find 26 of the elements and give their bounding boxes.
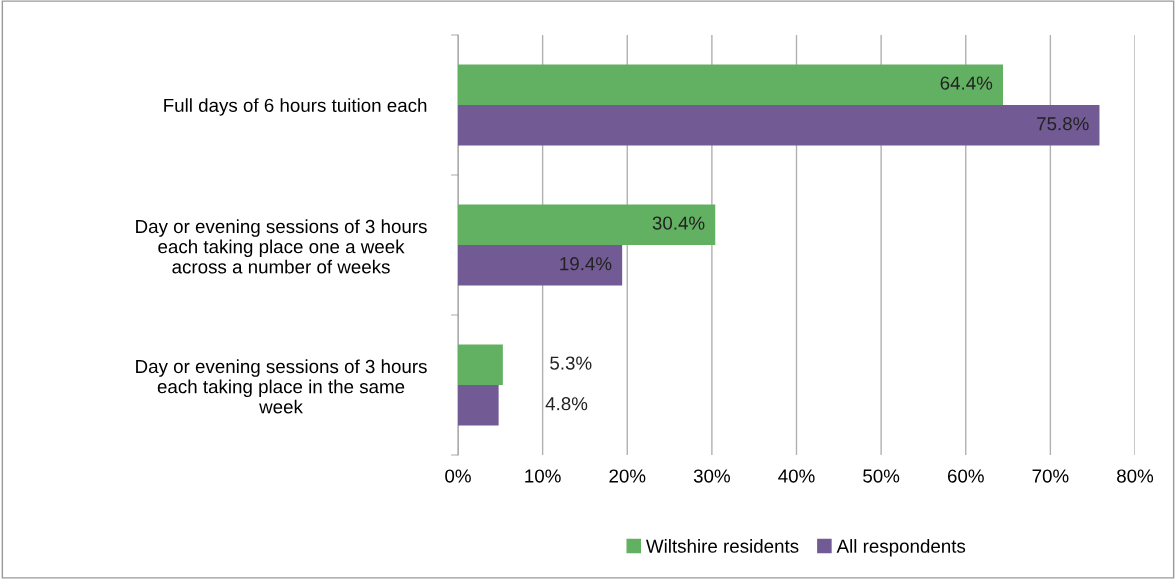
x-tick-label: 80% — [1117, 469, 1154, 483]
data-label: 64.4% — [940, 76, 993, 90]
y-tick-label: Day or evening sessions of 3 hours each taking place one a week across a number of weeks — [136, 219, 427, 274]
x-tick-label: 40% — [778, 469, 815, 483]
data-label: 5.3% — [550, 356, 592, 370]
data-label: 30.4% — [652, 216, 705, 230]
x-tick-label: 10% — [525, 469, 561, 483]
x-tick-label: 20% — [609, 469, 646, 483]
bar — [458, 64, 1003, 105]
legend-label: All respondents — [836, 539, 966, 557]
x-tick-label: 60% — [947, 469, 984, 483]
data-label: 19.4% — [560, 257, 612, 271]
y-tick-label: Full days of 6 hours tuition each — [164, 98, 427, 116]
x-tick-label: 70% — [1032, 469, 1069, 483]
bar — [458, 385, 499, 426]
bar — [458, 204, 716, 245]
legend-label: Wiltshire residents — [646, 539, 799, 553]
x-tick-label: 30% — [693, 469, 730, 483]
x-tick-label: 0% — [445, 469, 471, 483]
data-label: 4.8% — [545, 397, 588, 411]
y-tick-label: Day or evening sessions of 3 hours each taking place in the same week — [136, 359, 427, 414]
bar — [458, 245, 623, 286]
bar — [458, 105, 1100, 146]
bar — [458, 344, 503, 385]
data-label: 75.8% — [1037, 117, 1089, 131]
x-tick-label: 50% — [863, 469, 900, 483]
